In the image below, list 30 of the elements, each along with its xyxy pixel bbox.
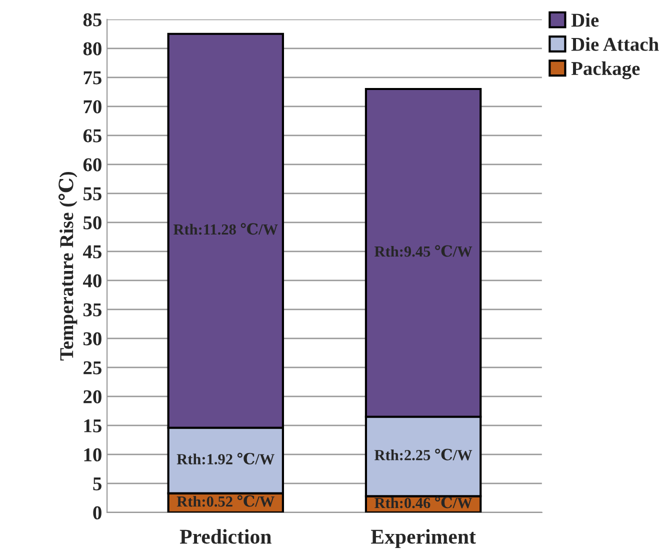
annotation: Rth:9.45 ℃/W [374,245,472,257]
y-tick-label: 15 [84,419,102,432]
y-tick-label: 10 [84,448,102,462]
y-tick-label: 25 [84,361,102,374]
y-tick-label: 5 [93,477,102,490]
y-tick-label: 20 [84,390,102,404]
y-tick-label: 85 [83,13,102,26]
y-tick-label: 55 [84,187,102,200]
legend-label: Die [571,13,599,27]
annotation: Rth:0.52 ℃/W [176,495,274,507]
annotation: Rth:0.46 ℃/W [374,496,472,508]
y-tick-label: 50 [84,216,102,230]
y-tick-label: 65 [83,129,102,142]
y-tick-label: 60 [83,158,102,172]
y-tick-label: 80 [83,42,102,56]
annotation: Rth:2.25 ℃/W [374,448,472,460]
y-axis-title: Temperature Rise (℃) [58,172,78,360]
y-tick-label: 30 [83,332,102,346]
y-tick-label: 35 [83,303,102,316]
y-tick-label: 70 [84,100,102,114]
legend-label: Die Attach [571,37,659,51]
x-tick-label: Experiment [370,529,476,548]
legend-label: Package [571,61,640,80]
y-tick-label: 75 [84,71,102,84]
y-tick-label: 45 [83,245,102,258]
annotation: Rth:11.28 ℃/W [173,223,278,235]
y-tick-label: 0 [93,506,102,520]
y-tick-label: 40 [83,274,102,288]
x-tick-label: Prediction [180,529,272,544]
annotation: Rth:1.92 ℃/W [176,452,274,464]
